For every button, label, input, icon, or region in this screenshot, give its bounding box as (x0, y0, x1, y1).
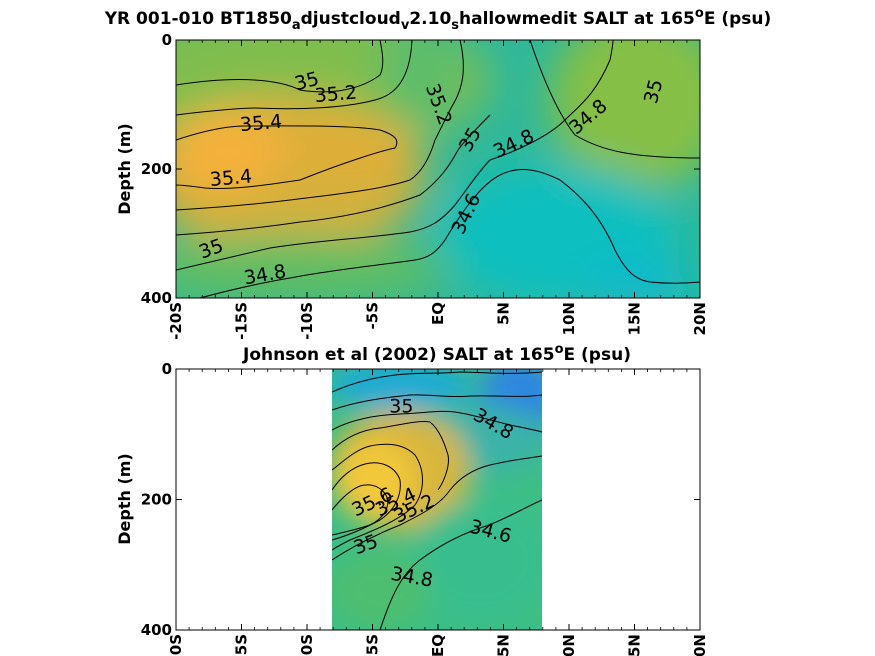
top-title-part-3: v (401, 18, 410, 33)
top-x-tick-label: EQ (429, 302, 447, 325)
bottom-title-part-2: E (psu) (564, 345, 631, 365)
top-title-part-4: 2.10 (409, 9, 451, 29)
top-y-tick-label: 0 (162, 31, 172, 49)
bot-x-tick-label: 20N (691, 634, 709, 656)
top-y-axis-label: Depth (m) (115, 123, 134, 215)
top-x-ticks: -20S -15S -10S -5S EQ 5N 10N 15N 20N (167, 40, 709, 340)
bottom-y-ticks: 0 200 400 (141, 360, 700, 639)
top-x-tick-label: 15N (626, 302, 644, 335)
top-y-tick-label: 200 (141, 160, 172, 178)
bot-x-tick-label: EQ (429, 634, 447, 656)
top-y-ticks: 0 200 400 (141, 31, 700, 307)
top-x-tick-label: 10N (560, 302, 578, 335)
top-x-tick-label: 20N (691, 302, 709, 335)
top-x-tick-label: -5S (364, 302, 382, 329)
top-contour-label: 35.4 (239, 111, 283, 137)
top-panel: YR 001-010 BT1850adjustcloudv2.10shallow… (104, 6, 772, 340)
top-title-part-8: E (psu) (704, 9, 771, 29)
bot-contour-label: 35 (389, 395, 413, 417)
top-x-tick-label: -15S (233, 302, 251, 340)
bot-x-tick-label: -5S (364, 634, 382, 656)
bottom-panel: Johnson et al (2002) SALT at 165oE (psu) (115, 342, 709, 656)
top-x-tick-label: -20S (167, 302, 185, 340)
bottom-heatmap: 35 34.835.635.435.235 34.634.8 (332, 369, 542, 630)
bot-x-tick-label: -15S (233, 634, 251, 656)
top-title-part-5: s (451, 18, 459, 33)
bottom-x-ticks: -20S -15S -10S -5S EQ 5N 10N 15N 20N (167, 369, 709, 656)
bot-y-tick-label: 200 (141, 491, 172, 509)
top-title-part-6: hallowmedit SALT at 165 (459, 9, 695, 29)
bot-y-tick-label: 0 (162, 360, 172, 378)
top-contour-label: 35.2 (314, 82, 358, 108)
top-x-tick-label: 5N (495, 302, 513, 325)
bottom-title-part-0: Johnson et al (2002) SALT at 165 (242, 345, 555, 365)
bot-y-tick-label: 400 (141, 621, 172, 639)
bot-x-tick-label: -10S (298, 634, 316, 656)
bot-x-tick-label: 15N (626, 634, 644, 656)
top-x-tick-label: -10S (298, 302, 316, 340)
bottom-title-part-1: o (555, 342, 564, 357)
top-title-part-7: o (695, 6, 704, 21)
bottom-title: Johnson et al (2002) SALT at 165oE (psu) (242, 342, 631, 365)
bot-x-tick-label: 10N (560, 634, 578, 656)
top-y-tick-label: 400 (141, 289, 172, 307)
bot-x-tick-label: 5N (495, 634, 513, 656)
bottom-y-axis-label: Depth (m) (115, 453, 134, 545)
top-title-part-0: YR 001-010 BT1850 (104, 9, 292, 29)
top-contour-label: 35.4 (209, 165, 253, 191)
top-title-part-1: a (292, 18, 301, 33)
top-title-part-2: djustcloud (301, 9, 401, 29)
bot-x-tick-label: -20S (167, 634, 185, 656)
top-title: YR 001-010 BT1850adjustcloudv2.10shallow… (104, 6, 772, 33)
